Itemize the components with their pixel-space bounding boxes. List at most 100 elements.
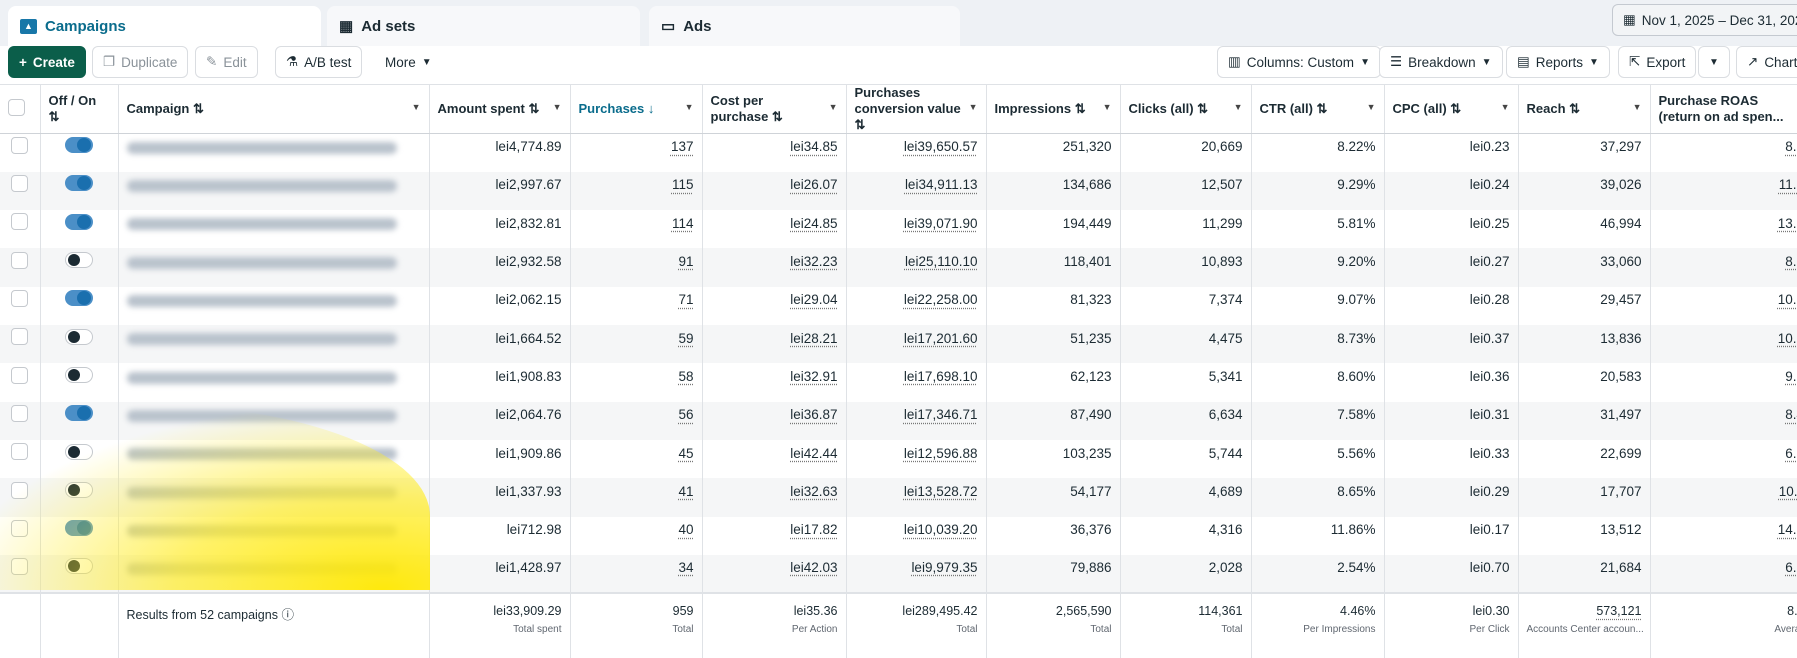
tab-campaigns[interactable]: ▲Campaigns [8,6,321,46]
column-menu-icon[interactable]: ▼ [1234,99,1243,115]
status-toggle[interactable] [40,478,118,516]
column-menu-icon[interactable]: ▼ [1103,99,1112,115]
row-checkbox[interactable] [0,248,40,286]
column-header[interactable]: Campaign ⇅▼ [118,85,429,134]
cell: 5.81% [1251,210,1384,248]
status-toggle[interactable] [40,440,118,478]
campaign-name[interactable] [118,172,429,210]
column-header[interactable]: Purchases ↓▼ [570,85,702,134]
campaign-name[interactable] [118,363,429,401]
column-header[interactable]: Purchase ROAS (return on ad spen...▼ [1650,85,1797,134]
row-checkbox[interactable] [0,134,40,172]
status-toggle[interactable] [40,363,118,401]
row-checkbox[interactable] [0,440,40,478]
column-header[interactable]: Clicks (all) ⇅▼ [1120,85,1251,134]
export-dropdown-button[interactable]: ▼ [1698,46,1730,78]
campaign-name[interactable] [118,555,429,593]
ab-test-button[interactable]: ⚗A/B test [275,46,362,78]
column-header[interactable]: Impressions ⇅▼ [986,85,1120,134]
date-range-picker[interactable]: ▦Nov 1, 2025 – Dec 31, 2025 [1612,4,1797,36]
charts-button[interactable]: ↗Charts [1736,46,1797,78]
more-button[interactable]: More▼ [374,46,443,78]
column-menu-icon[interactable]: ▼ [685,99,694,115]
column-menu-icon[interactable]: ▼ [829,99,838,115]
column-header[interactable]: Amount spent ⇅▼ [429,85,570,134]
total-label: Total [855,624,978,635]
status-toggle[interactable] [40,325,118,363]
column-menu-icon[interactable]: ▼ [553,99,562,115]
create-button[interactable]: +Create [8,46,86,78]
status-toggle[interactable] [40,287,118,325]
campaign-name[interactable] [118,134,429,172]
column-header[interactable]: CTR (all) ⇅▼ [1251,85,1384,134]
campaign-name[interactable] [118,325,429,363]
row-checkbox[interactable] [0,287,40,325]
column-header-label: Off / On ⇅ [49,93,110,125]
total-value: lei0.30 [1393,604,1510,618]
campaign-name[interactable] [118,402,429,440]
row-checkbox[interactable] [0,402,40,440]
info-icon[interactable]: ⓘ [281,608,294,622]
campaign-name[interactable] [118,478,429,516]
column-menu-icon[interactable]: ▼ [412,99,421,115]
tab-ad-sets[interactable]: ▦Ad sets [327,6,640,46]
row-checkbox[interactable] [0,325,40,363]
cell: lei10,039.20 [846,517,986,555]
export-button[interactable]: ⇱Export [1618,46,1696,78]
campaign-name[interactable] [118,248,429,286]
reports-button[interactable]: ▤Reports▼ [1506,46,1610,78]
cell-value: lei32.91 [790,369,837,384]
cell-value: 10,893 [1201,254,1242,269]
status-toggle[interactable] [40,172,118,210]
column-menu-icon[interactable]: ▼ [1501,99,1510,115]
column-menu-icon[interactable]: ▼ [969,99,978,115]
status-toggle[interactable] [40,555,118,593]
cell-value: 79,886 [1070,560,1111,575]
cell: 17,707 [1518,478,1650,516]
edit-button[interactable]: ✎Edit [195,46,258,78]
duplicate-button[interactable]: ❐Duplicate [92,46,188,78]
campaign-name[interactable] [118,517,429,555]
status-toggle[interactable] [40,402,118,440]
breakdown-button[interactable]: ☰Breakdown▼ [1379,46,1503,78]
select-all-checkbox[interactable] [0,85,40,134]
status-toggle[interactable] [40,134,118,172]
column-header[interactable]: Reach ⇅▼ [1518,85,1650,134]
row-checkbox[interactable] [0,172,40,210]
status-toggle[interactable] [40,517,118,555]
status-toggle[interactable] [40,210,118,248]
campaign-name[interactable] [118,210,429,248]
column-menu-icon[interactable]: ▼ [1633,99,1642,115]
campaign-name[interactable] [118,440,429,478]
column-header[interactable]: Purchases conversion value ⇅▼ [846,85,986,134]
column-menu-icon[interactable]: ▼ [1367,99,1376,115]
row-checkbox[interactable] [0,478,40,516]
column-header[interactable]: CPC (all) ⇅▼ [1384,85,1518,134]
status-toggle[interactable] [40,248,118,286]
cell: lei22,258.00 [846,287,986,325]
row-checkbox[interactable] [0,363,40,401]
cell: lei4,774.89 [429,134,570,172]
row-checkbox[interactable] [0,210,40,248]
campaign-name[interactable] [118,287,429,325]
tab-ads[interactable]: ▭Ads [649,6,960,46]
column-header[interactable]: Off / On ⇅ [40,85,118,134]
cell-value: 5.81% [1337,216,1375,231]
columns-button[interactable]: ▥Columns: Custom▼ [1217,46,1381,78]
column-header[interactable]: Cost per purchase ⇅▼ [702,85,846,134]
total-value: 959 [579,604,694,618]
row-checkbox[interactable] [0,555,40,593]
row-checkbox[interactable] [0,517,40,555]
